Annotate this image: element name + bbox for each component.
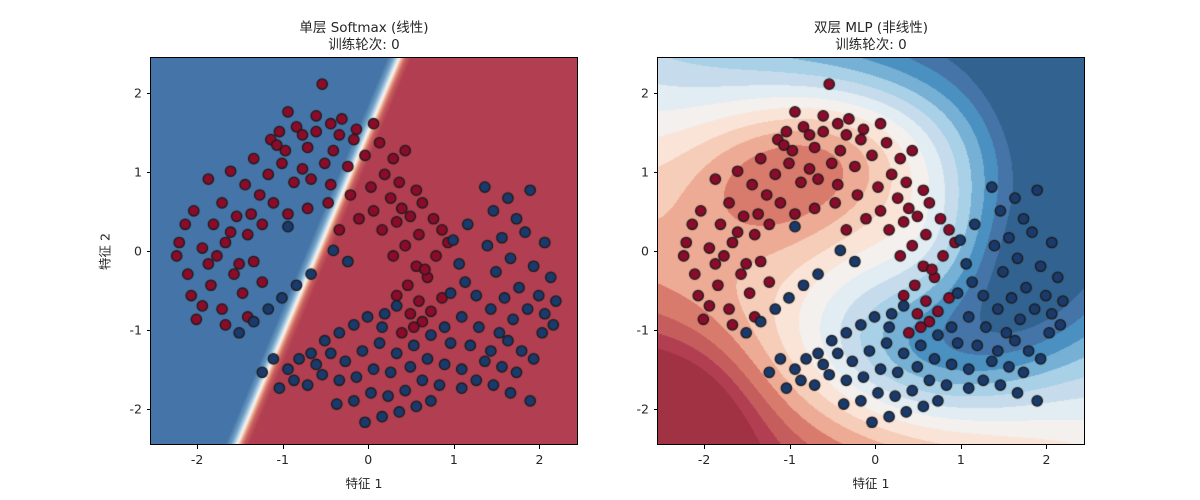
decision-surface-mlp (658, 58, 1084, 444)
y-tick-label: -2 (636, 401, 649, 417)
x-tick-label: -1 (276, 452, 289, 467)
y-tickmark (653, 92, 657, 94)
x-tick-label: 2 (535, 452, 544, 467)
x-tickmark (789, 445, 791, 449)
x-axis-title-mlp: 特征 1 (852, 476, 890, 491)
x-tick-label: 2 (1042, 452, 1051, 467)
y-tickmark (653, 409, 657, 411)
x-tick-label: 1 (449, 452, 458, 467)
y-tickmark (146, 251, 150, 252)
panel-title-line2-softmax: 训练轮次: 0 (328, 37, 400, 53)
y-tick-label: -1 (636, 322, 649, 338)
y-tick-label: 2 (134, 85, 142, 101)
axes-mlp (657, 57, 1085, 445)
x-tickmark (539, 445, 541, 449)
y-tick-label: -1 (129, 322, 142, 338)
decision-surface-softmax (151, 58, 577, 444)
panel-title-line1-mlp: 双层 MLP (非线性) (814, 20, 928, 36)
panel-title-line1-softmax: 单层 Softmax (线性) (299, 20, 429, 36)
y-tickmark (653, 251, 657, 252)
x-tickmark (704, 445, 706, 449)
x-tickmark (875, 445, 877, 449)
x-tickmark (960, 445, 962, 449)
y-tick-label: 1 (134, 164, 142, 180)
y-tick-label: -2 (129, 401, 142, 417)
panel-title-line2-mlp: 训练轮次: 0 (835, 37, 907, 53)
x-tick-label: 0 (364, 452, 373, 467)
y-tickmark (653, 330, 657, 332)
y-tickmark (146, 330, 150, 332)
y-tickmark (146, 409, 150, 411)
x-tick-label: 0 (871, 452, 880, 467)
y-tick-label: 0 (134, 243, 142, 259)
x-tickmark (282, 445, 284, 449)
y-tickmark (653, 171, 657, 173)
x-tickmark (368, 445, 370, 449)
x-tick-label: -2 (697, 452, 711, 467)
y-tickmark (146, 92, 150, 94)
axes-softmax (150, 57, 578, 445)
x-tick-label: 1 (956, 452, 965, 467)
x-axis-title-softmax: 特征 1 (345, 476, 383, 491)
y-tick-label: 0 (641, 243, 649, 259)
y-tickmark (146, 171, 150, 173)
y-tick-label: 2 (641, 85, 649, 101)
x-tickmark (453, 445, 455, 449)
y-tick-label: 1 (641, 164, 649, 180)
x-tickmark (197, 445, 199, 449)
x-tickmark (1046, 445, 1048, 449)
x-tick-label: -2 (190, 452, 204, 467)
x-tick-label: -1 (783, 452, 796, 467)
panel-title-mlp: 双层 MLP (非线性) 训练轮次: 0 (657, 20, 1085, 54)
panel-title-softmax: 单层 Softmax (线性) 训练轮次: 0 (150, 20, 578, 54)
